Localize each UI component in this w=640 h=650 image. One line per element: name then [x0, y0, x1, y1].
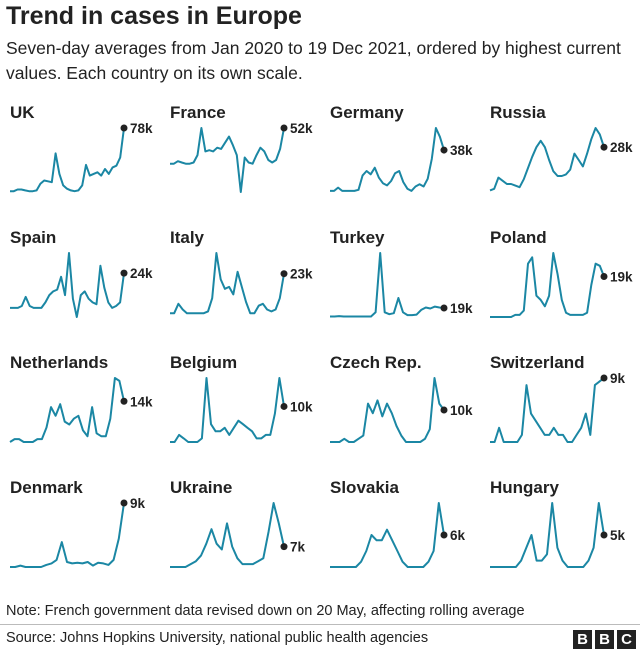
latest-value-label: 23k — [290, 267, 313, 282]
panel-title: Spain — [10, 228, 56, 247]
latest-value-dot — [120, 397, 128, 405]
panel-title: Denmark — [10, 478, 83, 497]
latest-value-dot — [120, 499, 128, 507]
latest-value-dot — [600, 531, 608, 539]
logo-letter: B — [595, 630, 614, 649]
panel-netherlands: Netherlands 14k — [9, 353, 153, 443]
panel-title: Poland — [490, 228, 547, 247]
bbc-logo: B B C — [573, 630, 636, 649]
logo-letter: C — [617, 630, 636, 649]
latest-value-label: 14k — [130, 394, 153, 409]
panel-title: Slovakia — [330, 478, 400, 497]
latest-value-label: 28k — [610, 140, 633, 155]
latest-value-dot — [120, 269, 128, 277]
latest-value-label: 78k — [130, 121, 153, 136]
latest-value-label: 6k — [450, 528, 466, 543]
divider — [0, 624, 640, 625]
latest-value-dot — [280, 124, 288, 132]
latest-value-dot — [280, 402, 288, 410]
latest-value-label: 10k — [450, 403, 473, 418]
series-line — [170, 377, 285, 443]
panel-title: Turkey — [330, 228, 385, 247]
series-line — [170, 502, 285, 568]
latest-value-label: 7k — [290, 540, 306, 555]
panel-turkey: Turkey 19k — [330, 228, 473, 318]
panel-ukraine: Ukraine 7k — [170, 478, 306, 568]
latest-value-dot — [120, 124, 128, 132]
panel-france: France 52k — [170, 103, 313, 193]
series-line — [330, 127, 445, 192]
latest-value-dot — [600, 374, 608, 382]
series-line — [170, 127, 285, 193]
latest-value-dot — [440, 146, 448, 154]
latest-value-label: 9k — [610, 371, 626, 386]
latest-value-label: 10k — [290, 399, 313, 414]
panel-title: UK — [10, 103, 35, 122]
panel-title: Russia — [490, 103, 546, 122]
series-line — [330, 377, 445, 443]
panel-italy: Italy 23k — [170, 228, 313, 315]
latest-value-label: 5k — [610, 528, 626, 543]
panel-poland: Poland 19k — [490, 228, 633, 318]
chart-title: Trend in cases in Europe — [6, 2, 302, 30]
panel-title: Netherlands — [10, 353, 108, 372]
panel-title: Ukraine — [170, 478, 232, 497]
panel-spain: Spain 24k — [10, 228, 153, 318]
series-line — [10, 127, 125, 193]
series-line — [490, 252, 605, 318]
latest-value-dot — [440, 406, 448, 414]
panel-hungary: Hungary 5k — [490, 478, 626, 568]
series-line — [10, 252, 125, 318]
latest-value-label: 52k — [290, 121, 313, 136]
latest-value-dot — [600, 143, 608, 151]
panel-belgium: Belgium 10k — [170, 353, 313, 443]
source-text: Source: Johns Hopkins University, nation… — [6, 630, 429, 646]
series-line — [489, 127, 605, 192]
panel-russia: Russia 28k — [489, 103, 633, 192]
latest-value-dot — [600, 272, 608, 280]
latest-value-dot — [440, 531, 448, 539]
latest-value-dot — [280, 270, 288, 278]
panel-uk: UK 78k — [10, 103, 153, 193]
panel-switzerland: Switzerland 9k — [490, 353, 626, 443]
series-line — [330, 252, 445, 318]
chart-subtitle: Seven-day averages from Jan 2020 to 19 D… — [6, 38, 621, 83]
series-line — [330, 502, 445, 568]
panel-title: Czech Rep. — [330, 353, 422, 372]
panel-title: Italy — [170, 228, 205, 247]
panel-title: Switzerland — [490, 353, 584, 372]
small-multiples: UK 78k France 52k Germany 38k Russia 28k Spain 24… — [9, 103, 633, 568]
latest-value-dot — [440, 304, 448, 312]
series-line — [10, 502, 125, 568]
latest-value-dot — [280, 543, 288, 551]
latest-value-label: 19k — [450, 301, 473, 316]
panel-title: France — [170, 103, 226, 122]
latest-value-label: 19k — [610, 269, 633, 284]
series-line — [490, 502, 605, 568]
panel-title: Germany — [330, 103, 404, 122]
series-line — [490, 377, 605, 443]
panel-germany: Germany 38k — [330, 103, 473, 192]
latest-value-label: 38k — [450, 143, 473, 158]
panel-czech-rep-: Czech Rep. 10k — [330, 353, 473, 443]
latest-value-label: 24k — [130, 266, 153, 281]
series-line — [170, 252, 285, 315]
panel-title: Belgium — [170, 353, 237, 372]
logo-letter: B — [573, 630, 592, 649]
footnote: Note: French government data revised dow… — [6, 603, 525, 619]
panel-slovakia: Slovakia 6k — [330, 478, 466, 568]
panel-denmark: Denmark 9k — [10, 478, 146, 568]
panel-title: Hungary — [490, 478, 560, 497]
latest-value-label: 9k — [130, 496, 146, 511]
series-line — [9, 377, 125, 443]
